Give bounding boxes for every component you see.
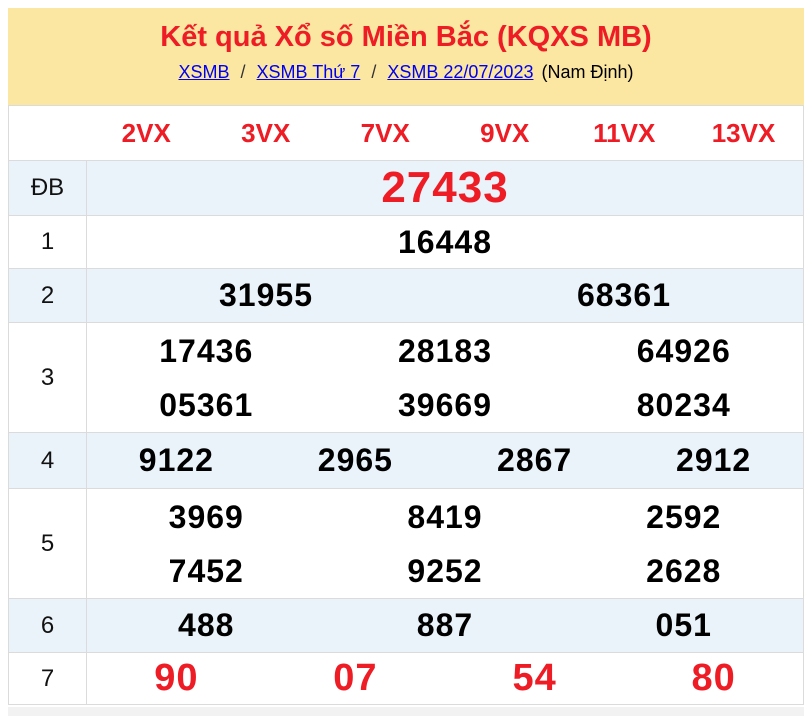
- prize-label: 7: [8, 652, 87, 705]
- prize-row-special: ĐB 27433: [8, 160, 804, 216]
- prize-value: 7452: [168, 552, 244, 589]
- prize-row-4: 4 9122 2965 2867 2912: [8, 432, 804, 489]
- prize-value: 3969: [168, 498, 244, 535]
- prize-label: 4: [8, 432, 87, 489]
- prize-value: 887: [325, 598, 565, 653]
- breadcrumb-link-xsmb-thu7[interactable]: XSMB Thứ 7: [256, 62, 361, 82]
- prize-cell: 3969 7452: [86, 488, 326, 599]
- column-header-9vx: 9VX: [480, 117, 530, 148]
- breadcrumb-separator: /: [240, 62, 246, 82]
- prize-row-3: 3 17436 05361 28183 39669 64926 80234: [8, 322, 804, 433]
- prize-label: 2: [8, 268, 87, 323]
- prize-value: 90: [86, 652, 266, 705]
- prize-value: 64926: [636, 332, 731, 369]
- breadcrumb: XSMB / XSMB Thứ 7 / XSMB 22/07/2023 (Nam…: [8, 62, 804, 83]
- prize-row-1: 1 16448: [8, 215, 804, 269]
- prize-value: 9122: [86, 432, 266, 489]
- prize-row-6: 6 488 887 051: [8, 598, 804, 653]
- prize-value: 2867: [445, 432, 625, 489]
- breadcrumb-link-xsmb-date[interactable]: XSMB 22/07/2023: [387, 62, 534, 82]
- prize-value: 8419: [407, 498, 483, 535]
- prize-value: 488: [86, 598, 326, 653]
- prize-label: 5: [8, 488, 87, 599]
- prize-cell: 2592 2628: [564, 488, 804, 599]
- prize-cell: 64926 80234: [564, 322, 804, 433]
- prize-value-special: 27433: [86, 160, 804, 216]
- prize-label: 1: [8, 215, 87, 269]
- prize-cell: 28183 39669: [325, 322, 565, 433]
- page-title: Kết quả Xổ số Miền Bắc (KQXS MB): [160, 21, 652, 53]
- column-header-2vx: 2VX: [121, 117, 171, 148]
- prize-value: 2912: [624, 432, 804, 489]
- column-header-3vx: 3VX: [241, 117, 291, 148]
- prize-value: 31955: [86, 268, 445, 323]
- prize-value: 051: [564, 598, 804, 653]
- prize-value: 2965: [265, 432, 445, 489]
- prize-value: 39669: [398, 386, 492, 423]
- lottery-header: Kết quả Xổ số Miền Bắc (KQXS MB) XSMB / …: [8, 8, 804, 105]
- prize-value: 54: [445, 652, 625, 705]
- prize-cell: 8419 9252: [325, 488, 565, 599]
- corner-cell: [9, 106, 87, 161]
- results-table: 2VX 3VX 7VX 9VX 11VX 13VX ĐB 27433 1 164…: [8, 105, 804, 705]
- prize-value: 16448: [86, 215, 804, 269]
- prize-row-2: 2 31955 68361: [8, 268, 804, 323]
- prize-cell: 17436 05361: [86, 322, 326, 433]
- prize-value: 9252: [407, 552, 483, 589]
- column-header-13vx: 13VX: [711, 117, 776, 148]
- prize-label: ĐB: [8, 160, 87, 216]
- prize-value: 2592: [646, 498, 722, 535]
- prize-value: 17436: [159, 332, 254, 369]
- breadcrumb-region: (Nam Định): [541, 62, 634, 82]
- column-header-row: 2VX 3VX 7VX 9VX 11VX 13VX: [9, 106, 804, 161]
- prize-row-5: 5 3969 7452 8419 9252 2592 2628: [8, 488, 804, 599]
- prize-value: 80: [624, 652, 804, 705]
- prize-value: 05361: [159, 386, 254, 423]
- column-header-7vx: 7VX: [360, 117, 410, 148]
- breadcrumb-link-xsmb[interactable]: XSMB: [178, 62, 230, 82]
- column-header-11vx: 11VX: [593, 117, 656, 148]
- prize-value: 68361: [445, 268, 804, 323]
- prize-row-7: 7 90 07 54 80: [8, 652, 804, 705]
- prize-value: 28183: [398, 332, 492, 369]
- prize-value: 80234: [636, 386, 731, 423]
- prize-label: 3: [8, 322, 87, 433]
- prize-value: 2628: [646, 552, 722, 589]
- prize-value: 07: [265, 652, 445, 705]
- next-section-edge: [8, 707, 804, 716]
- breadcrumb-separator: /: [371, 62, 377, 82]
- prize-label: 6: [8, 598, 87, 653]
